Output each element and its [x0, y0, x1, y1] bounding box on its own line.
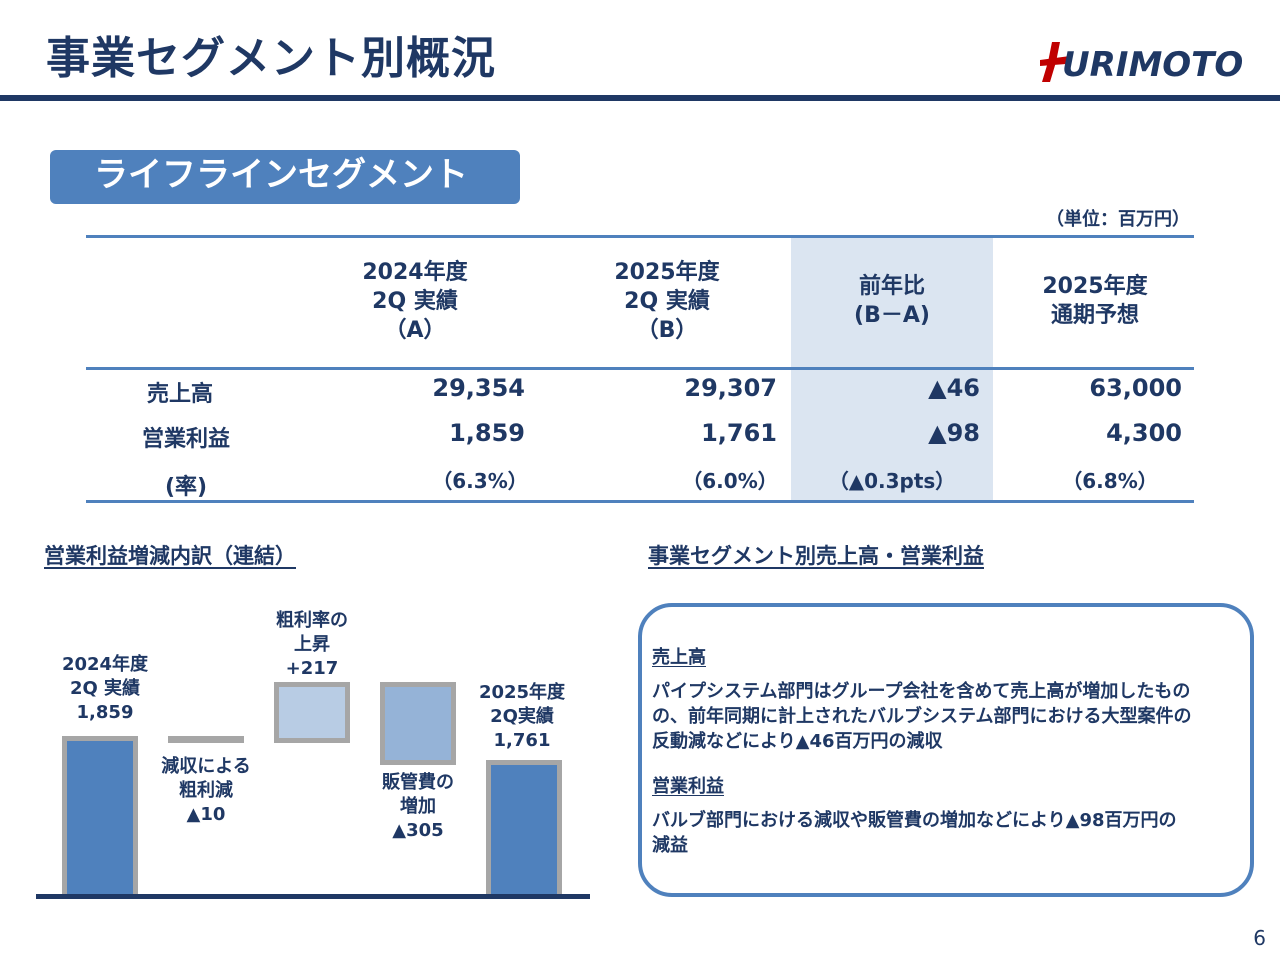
step3-bar: [380, 682, 456, 765]
margin-yoy: （▲0.3pts）: [828, 469, 956, 493]
header-line: （A）: [384, 318, 446, 343]
table-bottom-rule: [86, 500, 1194, 503]
margin-2024: （6.3%）: [432, 469, 528, 493]
header-line: 2025年度: [1042, 274, 1148, 299]
table-top-rule: [86, 235, 1194, 238]
unit-note: （単位：百万円）: [1046, 209, 1190, 230]
label-line: +217: [285, 658, 339, 679]
end-bar-label: 2025年度 2Q実績 1,761: [466, 681, 578, 753]
label-line: 1,761: [493, 730, 551, 751]
commentary-line: 減益: [652, 835, 688, 856]
profit-commentary: バルブ部門における減収や販管費の増加などにより▲98百万円の 減益: [652, 808, 1248, 858]
summary-box: [638, 603, 1254, 897]
page-number: 6: [1253, 926, 1266, 950]
kurimoto-logo: URIMOTO: [1040, 36, 1250, 85]
commentary-line: バルブ部門における減収や販管費の増加などにより▲98百万円の: [652, 810, 1177, 831]
header-2024-2q: 2024年度 2Q 実績 （A）: [330, 258, 500, 345]
start-bar-label: 2024年度 2Q 実績 1,859: [50, 653, 160, 725]
header-2025-2q: 2025年度 2Q 実績 （B）: [582, 258, 752, 345]
op-profit-forecast: 4,300: [1106, 419, 1182, 447]
label-line: 減収による: [161, 756, 251, 777]
header-line: 2024年度: [362, 260, 468, 285]
label-line: 粗利減: [179, 780, 233, 801]
step1-label: 減収による 粗利減 ▲10: [148, 755, 264, 827]
sales-2025: 29,307: [684, 374, 777, 402]
sales-yoy: ▲46: [928, 374, 980, 402]
op-profit-2024: 1,859: [449, 419, 525, 447]
header-line: 2Q 実績: [372, 289, 458, 314]
start-bar: [62, 736, 138, 896]
profit-heading: 営業利益: [652, 776, 724, 797]
header-line: （B）: [636, 318, 698, 343]
commentary-line: の、前年同期に計上されたバルブシステム部門における大型案件の: [652, 706, 1192, 727]
header-yoy: 前年比 (B－A): [791, 272, 993, 330]
label-line: 1,859: [76, 702, 134, 723]
label-line: 2024年度: [61, 654, 149, 675]
label-line: 2025年度: [478, 682, 566, 703]
header-line: 通期予想: [1050, 303, 1139, 328]
row-label-margin: (率): [164, 475, 208, 500]
yoy-column-shading: [791, 238, 993, 502]
baseline: [36, 894, 590, 899]
sales-commentary: パイプシステム部門はグループ会社を含めて売上高が増加したもの の、前年同期に計上…: [652, 679, 1248, 754]
header-line: 2Q 実績: [624, 289, 710, 314]
label-line: ▲305: [392, 820, 444, 841]
page-title: 事業セグメント別概況: [46, 33, 496, 84]
header-2025-forecast: 2025年度 通期予想: [1010, 272, 1180, 330]
header-divider: [0, 95, 1280, 101]
step2-bar: [274, 682, 350, 743]
commentary-line: パイプシステム部門はグループ会社を含めて売上高が増加したもの: [652, 681, 1191, 702]
row-label-sales: 売上高: [146, 382, 213, 407]
op-profit-2025: 1,761: [701, 419, 777, 447]
label-line: 2Q 実績: [69, 678, 141, 699]
summary-title: 事業セグメント別売上高・営業利益: [648, 544, 984, 568]
sales-2024: 29,354: [432, 374, 525, 402]
margin-forecast: （6.8%）: [1062, 469, 1158, 493]
sales-heading: 売上高: [652, 647, 706, 668]
op-profit-yoy: ▲98: [928, 419, 980, 447]
svg-text:URIMOTO: URIMOTO: [1062, 45, 1243, 84]
label-line: 粗利率の: [276, 610, 348, 631]
label-line: 2Q実績: [490, 706, 554, 727]
label-line: 上昇: [294, 634, 330, 655]
step1-bar: [168, 736, 244, 743]
table-header-rule: [86, 367, 1194, 370]
step2-label: 粗利率の 上昇 +217: [258, 609, 366, 681]
label-line: 増加: [400, 796, 436, 817]
commentary-line: 反動減などにより▲46百万円の減収: [652, 731, 943, 752]
header-line: (B－A): [854, 303, 930, 328]
header-line: 前年比: [858, 274, 925, 299]
margin-2025: （6.0%）: [682, 469, 778, 493]
header-line: 2025年度: [614, 260, 720, 285]
row-label-operating-profit: 営業利益: [141, 427, 230, 452]
end-bar: [486, 760, 562, 896]
sales-forecast: 63,000: [1089, 374, 1182, 402]
label-line: ▲10: [186, 804, 226, 825]
step3-label: 販管費の 増加 ▲305: [364, 771, 472, 843]
label-line: 販管費の: [382, 772, 454, 793]
breakdown-title: 営業利益増減内訳（連結）: [44, 544, 296, 568]
segment-label: ライフラインセグメント: [50, 150, 520, 204]
